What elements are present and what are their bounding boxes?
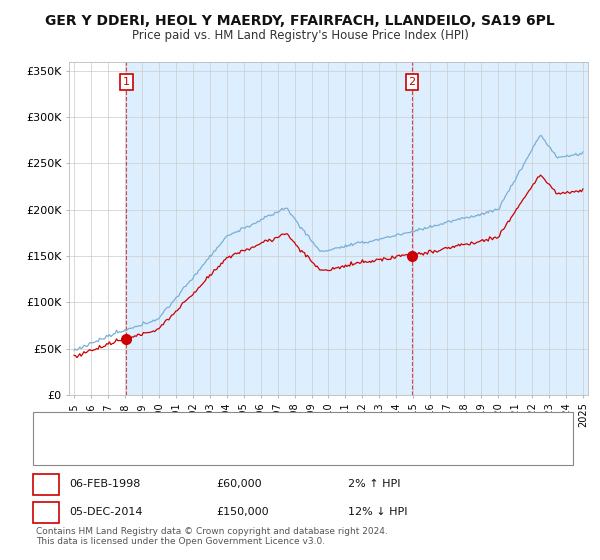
- Text: 2: 2: [409, 77, 416, 87]
- Bar: [412, 62, 588, 395]
- Text: 12% ↓ HPI: 12% ↓ HPI: [348, 507, 407, 517]
- Text: HPI: Average price, detached house, Carmarthenshire: HPI: Average price, detached house, Carm…: [81, 446, 344, 456]
- Text: 2% ↑ HPI: 2% ↑ HPI: [348, 479, 401, 489]
- Text: Price paid vs. HM Land Registry's House Price Index (HPI): Price paid vs. HM Land Registry's House …: [131, 29, 469, 42]
- Text: £150,000: £150,000: [216, 507, 269, 517]
- Text: GER Y DDERI, HEOL Y MAERDY, FFAIRFACH, LLANDEILO, SA19 6PL (detached house): GER Y DDERI, HEOL Y MAERDY, FFAIRFACH, L…: [81, 423, 491, 433]
- Bar: [127, 62, 412, 395]
- Text: 1: 1: [123, 77, 130, 87]
- Text: 05-DEC-2014: 05-DEC-2014: [69, 507, 143, 517]
- Text: £60,000: £60,000: [216, 479, 262, 489]
- Text: 06-FEB-1998: 06-FEB-1998: [69, 479, 140, 489]
- Text: Contains HM Land Registry data © Crown copyright and database right 2024.
This d: Contains HM Land Registry data © Crown c…: [36, 526, 388, 546]
- Text: ——: ——: [45, 445, 60, 458]
- Text: 1: 1: [43, 479, 49, 489]
- Text: ——: ——: [45, 421, 60, 434]
- Text: 2: 2: [43, 507, 49, 517]
- Text: GER Y DDERI, HEOL Y MAERDY, FFAIRFACH, LLANDEILO, SA19 6PL: GER Y DDERI, HEOL Y MAERDY, FFAIRFACH, L…: [45, 14, 555, 28]
